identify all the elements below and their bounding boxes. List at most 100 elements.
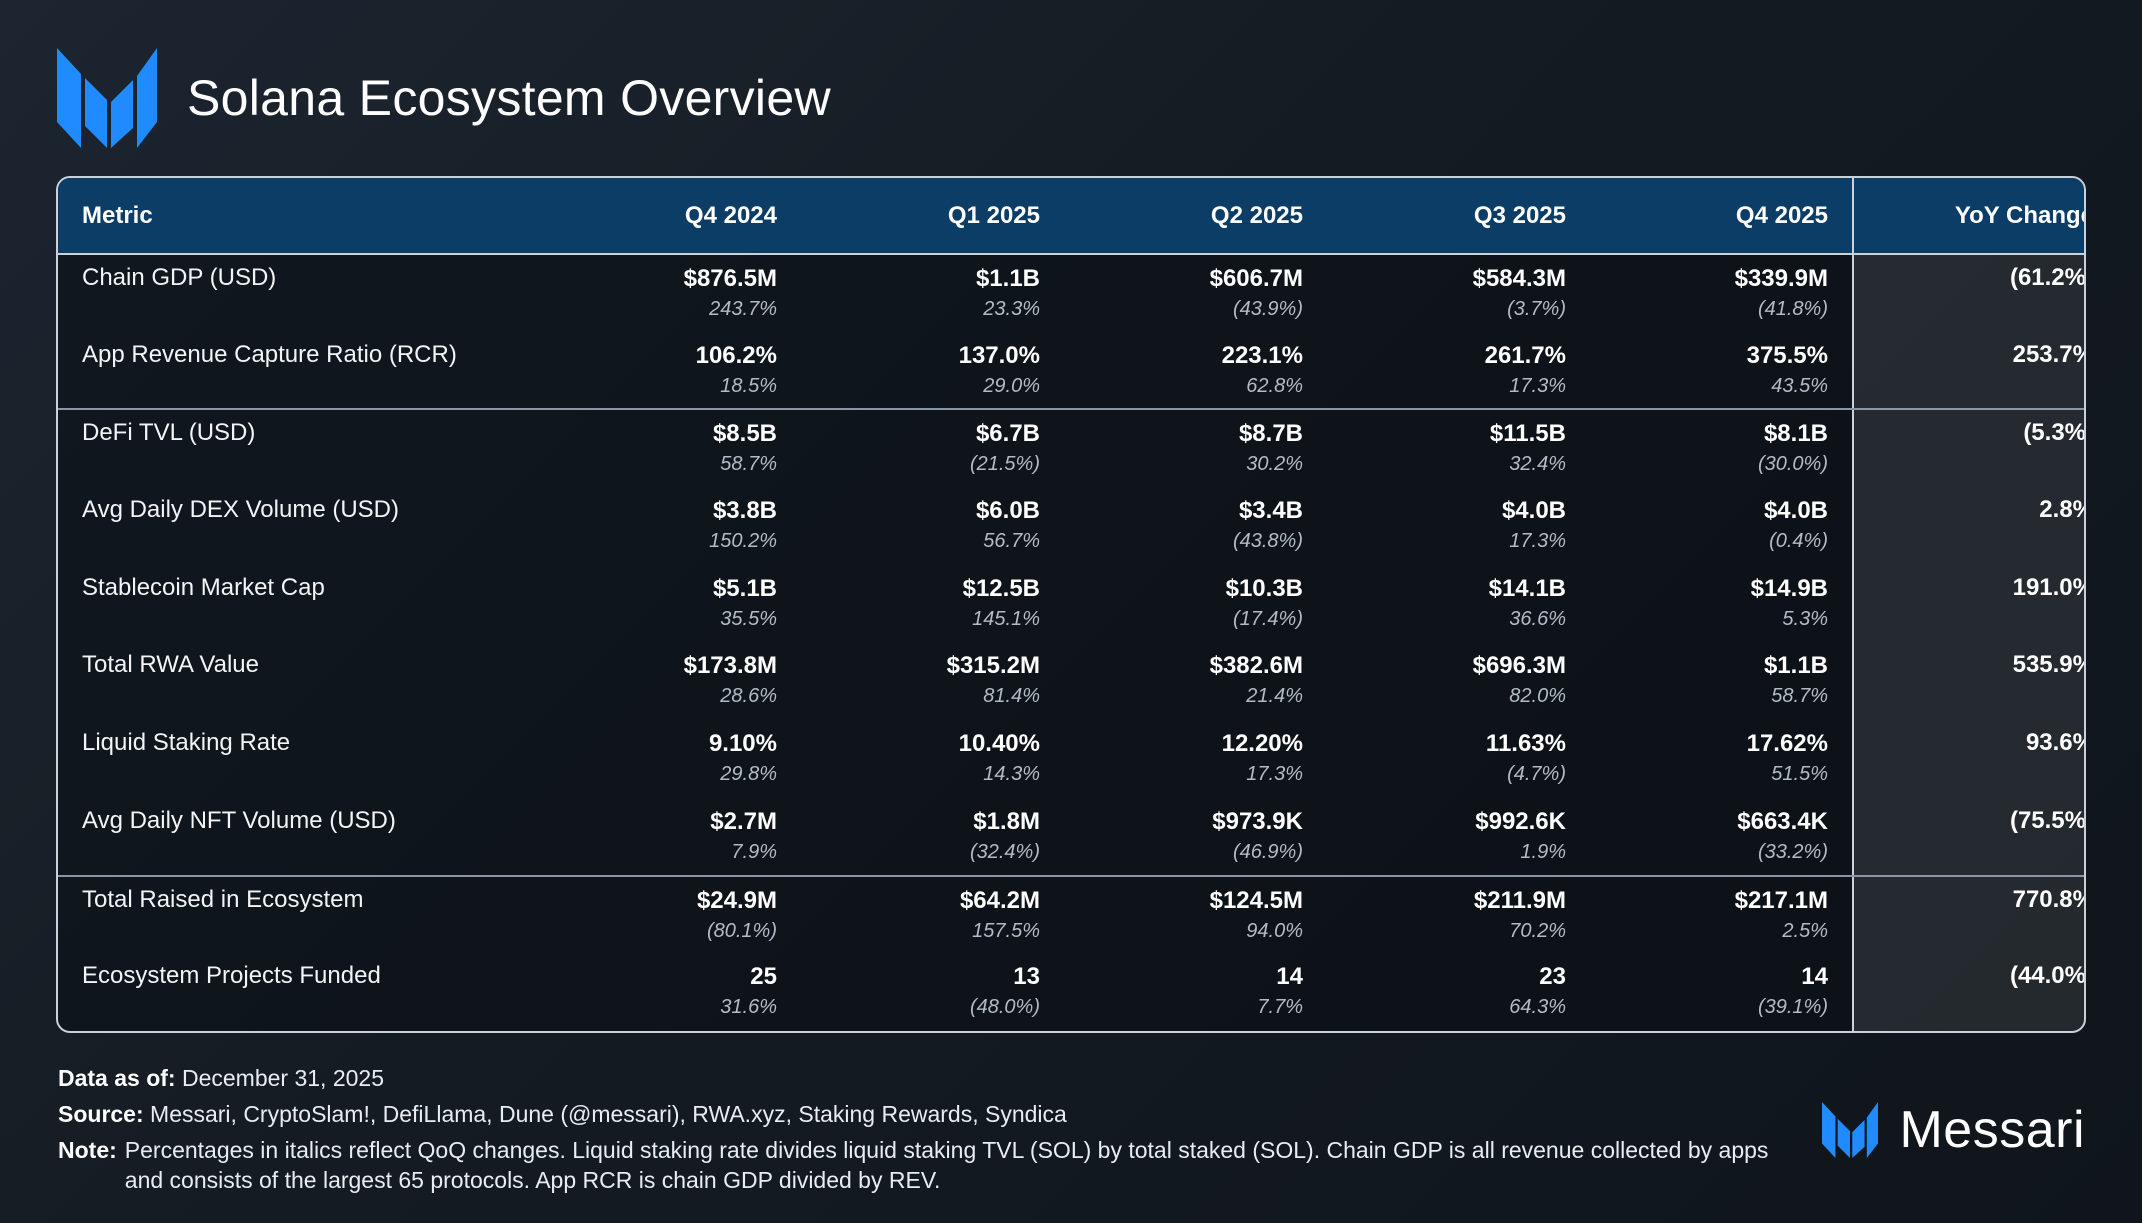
quarter-cell: 23 64.3% bbox=[1327, 953, 1590, 1031]
quarter-cell: 11.63% (4.7%) bbox=[1327, 720, 1590, 798]
quarter-value: $8.1B bbox=[1763, 420, 1828, 448]
messari-logo-icon bbox=[1822, 1102, 1879, 1158]
quarter-cell: 9.10% 29.8% bbox=[538, 720, 801, 798]
quarter-value: $584.3M bbox=[1472, 265, 1566, 292]
quarter-value: 14 bbox=[1276, 963, 1303, 991]
metrics-table: Metric Q4 2024 Q1 2025 Q2 2025 Q3 2025 Q… bbox=[58, 178, 2084, 1031]
quarter-value: $173.8M bbox=[683, 652, 777, 680]
table-row: Avg Daily DEX Volume (USD) $3.8B 150.2% $6.… bbox=[58, 487, 2084, 565]
quarter-value: $3.4B bbox=[1238, 497, 1303, 525]
quarter-cell: 375.5% 43.5% bbox=[1590, 331, 1853, 411]
quarter-cell: $1.8M (32.4%) bbox=[801, 797, 1064, 877]
qoq-change: (32.4%) bbox=[969, 840, 1040, 863]
quarter-cell: $876.5M 243.7% bbox=[538, 254, 801, 332]
table-row: Liquid Staking Rate 9.10% 29.8% 10.40% 14.3%… bbox=[58, 720, 2084, 798]
quarter-cell: 12.20% 17.3% bbox=[1064, 720, 1327, 798]
quarter-value: $315.2M bbox=[946, 652, 1040, 680]
quarter-cell: $12.5B 145.1% bbox=[801, 565, 1064, 643]
qoq-change: 94.0% bbox=[1246, 919, 1303, 942]
yoy-change: 253.7% bbox=[1852, 331, 2084, 411]
quarter-value: $5.1B bbox=[712, 574, 777, 602]
quarter-cell: $14.9B 5.3% bbox=[1590, 565, 1853, 643]
qoq-change: (43.9%) bbox=[1232, 298, 1303, 320]
quarter-value: 25 bbox=[750, 963, 777, 991]
metric-label: Stablecoin Market Cap bbox=[82, 573, 325, 601]
table-row: App Revenue Capture Ratio (RCR) 106.2% 18.… bbox=[58, 331, 2084, 411]
quarter-cell: $992.6K 1.9% bbox=[1327, 797, 1590, 877]
quarter-value: $24.9M bbox=[696, 886, 777, 914]
qoq-change: 30.2% bbox=[1246, 453, 1303, 476]
quarter-cell: $6.0B 56.7% bbox=[801, 487, 1064, 565]
quarter-value: 14 bbox=[1801, 963, 1828, 991]
yoy-change: (5.3%) bbox=[1852, 409, 2084, 488]
quarter-cell: $4.0B (0.4%) bbox=[1590, 487, 1853, 565]
metric-label: Ecosystem Projects Funded bbox=[82, 962, 381, 990]
qoq-change: (43.8%) bbox=[1232, 530, 1303, 553]
quarter-cell: $696.3M 82.0% bbox=[1327, 642, 1590, 720]
quarter-value: $339.9M bbox=[1734, 265, 1828, 292]
quarter-value: $6.7B bbox=[975, 420, 1040, 448]
quarter-value: 106.2% bbox=[695, 341, 777, 369]
quarter-cell: 10.40% 14.3% bbox=[801, 720, 1064, 798]
quarter-cell: $211.9M 70.2% bbox=[1327, 876, 1590, 954]
column-header-q3-2025: Q3 2025 bbox=[1327, 178, 1590, 255]
metric-label: Total RWA Value bbox=[82, 651, 259, 679]
qoq-change: 29.8% bbox=[720, 763, 777, 786]
quarter-cell: $5.1B 35.5% bbox=[538, 565, 801, 643]
column-header-yoy: YoY Change bbox=[1852, 178, 2084, 255]
qoq-change: 14.3% bbox=[983, 763, 1040, 786]
quarter-cell: 17.62% 51.5% bbox=[1590, 720, 1853, 798]
quarter-value: $1.1B bbox=[975, 265, 1040, 292]
qoq-change: 29.0% bbox=[983, 374, 1040, 397]
data-as-of-value: December 31, 2025 bbox=[181, 1065, 384, 1091]
qoq-change: 150.2% bbox=[709, 530, 777, 553]
quarter-cell: $10.3B (17.4%) bbox=[1064, 565, 1327, 643]
column-header-metric: Metric bbox=[58, 178, 538, 255]
quarter-cell: $8.5B 58.7% bbox=[538, 409, 801, 487]
qoq-change: 2.5% bbox=[1782, 919, 1828, 942]
quarter-value: $4.0B bbox=[1501, 497, 1566, 525]
quarter-value: 137.0% bbox=[958, 341, 1040, 369]
quarter-value: $382.6M bbox=[1209, 652, 1303, 680]
qoq-change: 243.7% bbox=[709, 298, 777, 320]
yoy-change: (75.5%) bbox=[1852, 797, 2084, 877]
quarter-cell: 14 (39.1%) bbox=[1590, 953, 1853, 1031]
quarter-value: $217.1M bbox=[1734, 886, 1828, 914]
metric-label: Avg Daily NFT Volume (USD) bbox=[58, 797, 538, 877]
quarter-value: $2.7M bbox=[710, 807, 777, 835]
table-row: Total RWA Value $173.8M 28.6% $315.2M 81.4% $… bbox=[58, 642, 2084, 721]
brand-name: Messari bbox=[1899, 1101, 2085, 1159]
quarter-value: 13 bbox=[1013, 963, 1040, 991]
metric-label: Chain GDP (USD) bbox=[82, 264, 277, 291]
quarter-value: $4.0B bbox=[1763, 497, 1828, 525]
column-header-q1-2025: Q1 2025 bbox=[801, 178, 1064, 255]
qoq-change: (39.1%) bbox=[1757, 996, 1828, 1019]
messari-logo-icon bbox=[57, 48, 157, 148]
quarter-value: $876.5M bbox=[683, 265, 777, 292]
quarter-cell: $973.9K (46.9%) bbox=[1064, 797, 1327, 877]
quarter-cell: 261.7% 17.3% bbox=[1327, 331, 1590, 411]
quarter-cell: $24.9M (80.1%) bbox=[538, 876, 801, 954]
table-row: Total Raised in Ecosystem $24.9M (80.1%) $6… bbox=[58, 875, 2084, 954]
quarter-cell: $584.3M (3.7%) bbox=[1327, 254, 1590, 332]
qoq-change: 70.2% bbox=[1509, 919, 1566, 942]
data-as-of-label: Data as of: bbox=[58, 1065, 176, 1091]
qoq-change: 51.5% bbox=[1771, 763, 1828, 786]
qoq-change: 18.5% bbox=[720, 374, 777, 397]
quarter-cell: $14.1B 36.6% bbox=[1327, 565, 1590, 643]
quarter-cell: $6.7B (21.5%) bbox=[801, 409, 1064, 487]
metric-label: Total Raised in Ecosystem bbox=[82, 885, 364, 913]
quarter-cell: $1.1B 58.7% bbox=[1590, 642, 1853, 720]
quarter-cell: $217.1M 2.5% bbox=[1590, 876, 1853, 954]
quarter-value: $10.3B bbox=[1225, 574, 1303, 602]
qoq-change: 43.5% bbox=[1771, 374, 1828, 397]
quarter-cell: $4.0B 17.3% bbox=[1327, 487, 1590, 565]
table-row: Ecosystem Projects Funded 25 31.6% 13 (48.0%… bbox=[58, 953, 2084, 1031]
quarter-value: $14.1B bbox=[1488, 574, 1566, 602]
yoy-change: (61.2%) bbox=[1852, 254, 2084, 332]
source-label: Source: bbox=[58, 1101, 144, 1127]
qoq-change: 58.7% bbox=[720, 453, 777, 476]
qoq-change: (41.8%) bbox=[1757, 298, 1828, 320]
table-row: Avg Daily NFT Volume (USD) $2.7M 7.9% $1.8M… bbox=[58, 797, 2084, 877]
quarter-value: $606.7M bbox=[1209, 265, 1303, 292]
